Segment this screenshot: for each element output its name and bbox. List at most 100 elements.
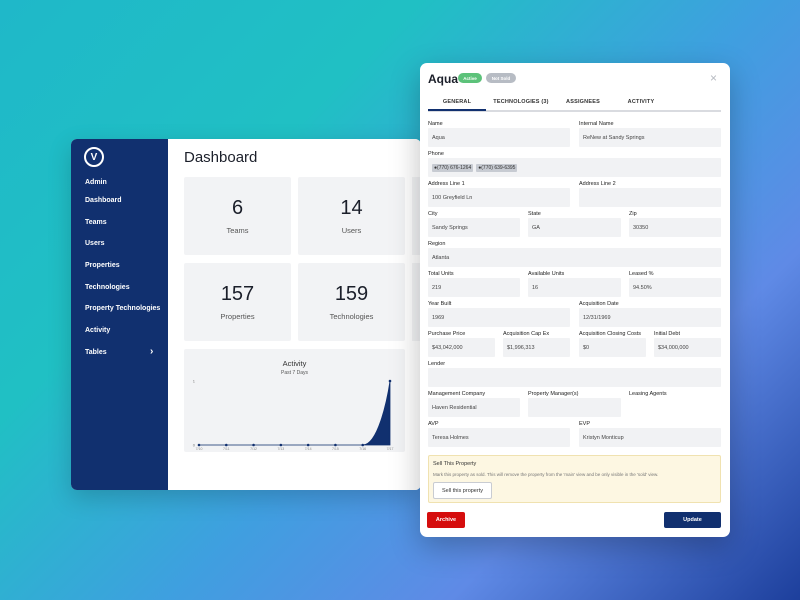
stat-value: 157 (220, 283, 255, 305)
zip-input[interactable]: 30350 (629, 218, 721, 237)
logo-icon[interactable]: V (84, 147, 104, 167)
chart-subtitle: Past 7 Days (281, 370, 308, 376)
mgmt-company-input[interactable]: Haven Residential (428, 398, 520, 417)
stat-label: Teams (226, 226, 249, 235)
leasing-agents-input[interactable] (629, 398, 721, 417)
chevron-right-icon[interactable]: › (150, 346, 154, 357)
region-input[interactable]: Atlanta (428, 248, 721, 267)
acquisition-date-label: Acquisition Date (579, 301, 619, 307)
x-tick-label: 7/11 (223, 447, 230, 451)
lender-label: Lender (428, 361, 446, 367)
tab-technologies[interactable]: TECHNOLOGIES (3) (493, 99, 549, 105)
avp-input[interactable]: Teresa Holmes (428, 428, 570, 447)
tab-divider (428, 110, 721, 112)
name-label: Name (428, 121, 443, 127)
data-point (279, 443, 283, 447)
state-input[interactable]: GA (528, 218, 621, 237)
property-managers-input[interactable] (528, 398, 621, 417)
property-modal: Aqua Active Not Sold × GENERAL TECHNOLOG… (420, 63, 730, 537)
total-units-label: Total Units (428, 271, 454, 277)
activity-chart-card: Activity Past 7 Days 0 1 7/10 7/11 7/12 7/13 7… (184, 349, 405, 452)
page-title: Dashboard (184, 149, 258, 166)
chart-title: Activity (282, 359, 307, 368)
activity-chart: 0 1 7/10 7/11 7/12 7/13 7/14 7/15 7/16 7/17 (193, 379, 394, 452)
state-label: State (528, 211, 541, 217)
tab-activity[interactable]: ACTIVITY (627, 99, 655, 105)
x-tick-label: 7/10 (196, 447, 203, 451)
internal-name-input[interactable]: ReNew at Sandy Springs (579, 128, 721, 147)
data-point (252, 443, 255, 447)
initial-debt-label: Initial Debt (654, 331, 680, 337)
stat-value: 14 (340, 197, 363, 219)
tab-general[interactable]: GENERAL (442, 99, 472, 105)
city-label: City (428, 211, 438, 217)
property-managers-label: Property Manager(s) (528, 391, 579, 397)
data-point (334, 443, 337, 447)
sidebar-item-property-technologies[interactable]: Property Technologies (85, 305, 161, 312)
data-point (306, 443, 310, 447)
sell-title: Sell This Property (433, 461, 477, 467)
sidebar-item-teams[interactable]: Teams (85, 219, 107, 226)
stat-value: 159 (334, 283, 369, 305)
sidebar: V Admin Dashboard Teams Users Properties… (71, 139, 168, 490)
mgmt-company-label: Management Company (428, 391, 486, 397)
stat-label: Technologies (329, 312, 374, 321)
sidebar-item-activity[interactable]: Activity (85, 327, 111, 334)
update-button[interactable]: Update (664, 512, 721, 528)
phone-chip[interactable]: ●(770) 676-1264 (432, 163, 474, 172)
stat-card-teams[interactable]: 6 Teams (184, 177, 291, 255)
data-point (224, 443, 228, 447)
acq-cap-ex-input[interactable]: $1,996,313 (503, 338, 570, 357)
year-built-input[interactable]: 1969 (428, 308, 570, 327)
stat-value: 6 (231, 197, 244, 219)
y-tick-label: 1 (193, 379, 196, 384)
purchase-price-input[interactable]: $43,042,000 (428, 338, 495, 357)
sidebar-item-users[interactable]: Users (85, 240, 105, 247)
lender-input[interactable] (428, 368, 721, 387)
stat-label: Properties (220, 312, 255, 321)
sidebar-item-dashboard[interactable]: Dashboard (85, 197, 122, 204)
sell-description: Mark this property as sold. This will re… (433, 472, 659, 477)
status-badge-active: Active (458, 73, 482, 83)
y-tick-label: 0 (193, 443, 196, 448)
x-tick-label: 7/14 (305, 447, 312, 451)
address1-input[interactable]: 100 Greyfield Ln (428, 188, 570, 207)
sidebar-item-tables[interactable]: Tables (85, 349, 107, 356)
stat-card-properties[interactable]: 157 Properties (184, 263, 291, 341)
acq-cap-ex-label: Acquisition Cap Ex (503, 331, 550, 337)
initial-debt-input[interactable]: $34,000,000 (654, 338, 721, 357)
stat-card-partial (412, 177, 421, 255)
phone-label: Phone (428, 151, 444, 157)
available-units-input[interactable]: 16 (528, 278, 621, 297)
phone-input[interactable]: ●(770) 676-1264 ●(770) 639-6395 (428, 158, 721, 177)
sell-property-section: Sell This Property Mark this property as… (428, 455, 721, 503)
sell-property-button[interactable]: Sell this property (433, 482, 492, 499)
leasing-agents-label: Leasing Agents (629, 391, 667, 397)
acq-closing-costs-label: Acquisition Closing Costs (579, 331, 642, 337)
leased-input[interactable]: 94.50% (629, 278, 721, 297)
name-input[interactable]: Aqua (428, 128, 570, 147)
stat-card-technologies[interactable]: 159 Technologies (298, 263, 405, 341)
archive-button[interactable]: Archive (427, 512, 465, 528)
leased-label: Leased % (629, 271, 654, 277)
tab-active-indicator (428, 109, 486, 111)
city-input[interactable]: Sandy Springs (428, 218, 520, 237)
internal-name-label: Internal Name (579, 121, 614, 127)
x-tick-label: 7/12 (250, 447, 257, 451)
tab-assignees[interactable]: ASSIGNEES (566, 99, 600, 105)
close-icon[interactable]: × (710, 71, 718, 85)
acquisition-date-input[interactable]: 12/31/1969 (579, 308, 721, 327)
address2-input[interactable] (579, 188, 721, 207)
logo-letter: V (90, 151, 98, 163)
acq-closing-costs-input[interactable]: $0 (579, 338, 646, 357)
sidebar-item-technologies[interactable]: Technologies (85, 284, 130, 291)
x-tick-label: 7/13 (277, 447, 284, 451)
year-built-label: Year Built (428, 301, 452, 307)
phone-chip[interactable]: ●(770) 639-6395 (476, 163, 518, 172)
sidebar-item-properties[interactable]: Properties (85, 262, 120, 269)
x-tick-label: 7/16 (359, 447, 366, 451)
activity-area (199, 380, 391, 446)
total-units-input[interactable]: 219 (428, 278, 520, 297)
stat-card-users[interactable]: 14 Users (298, 177, 405, 255)
evp-input[interactable]: Kristyn Monticup (579, 428, 721, 447)
